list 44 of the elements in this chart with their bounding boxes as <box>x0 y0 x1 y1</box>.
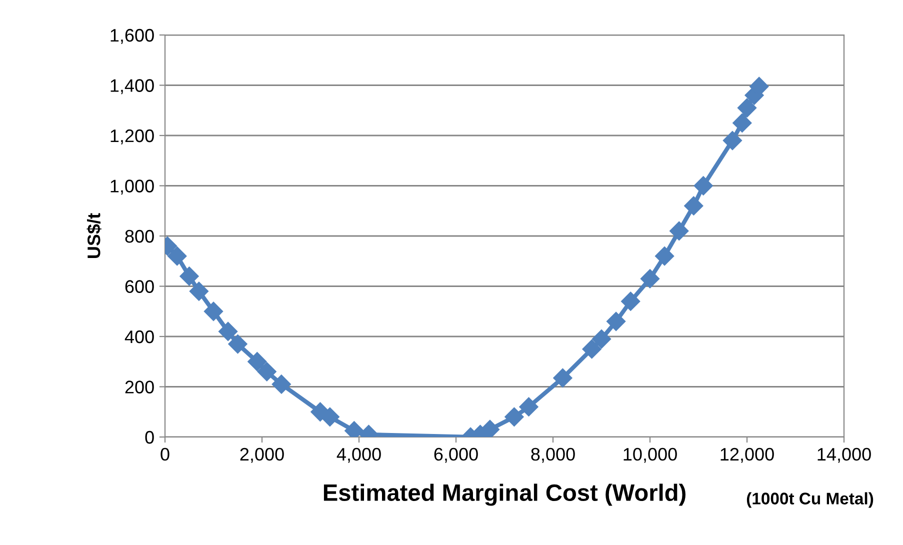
point <box>504 407 524 426</box>
point <box>272 374 291 394</box>
point <box>621 292 640 311</box>
point <box>684 196 704 216</box>
y-tick-label: 1,400 <box>110 79 154 94</box>
point <box>257 362 276 382</box>
point <box>248 352 267 372</box>
text: (1000t Cu Metal) <box>746 492 874 508</box>
y-tick-label: 400 <box>124 330 154 344</box>
point <box>553 368 572 388</box>
x-tick-label: 12,000 <box>720 448 774 463</box>
x-tick-label: 4,000 <box>336 448 381 463</box>
y-tick-label: 1,000 <box>110 180 154 195</box>
y-tick-label: 0 <box>145 430 154 444</box>
x-tick-label: 0 <box>160 448 170 461</box>
point <box>655 246 674 266</box>
point <box>168 246 187 266</box>
point <box>519 397 538 416</box>
y-tick-label: 1,200 <box>110 129 154 144</box>
y-tick-label: 200 <box>125 380 154 394</box>
point <box>732 113 752 132</box>
point <box>592 329 612 349</box>
point <box>722 130 742 150</box>
x-tick-label: 8,000 <box>531 448 575 463</box>
y-tick-label: 800 <box>125 230 154 243</box>
point <box>670 221 689 241</box>
x-tick-label: 10,000 <box>624 448 677 463</box>
x-tick-label: 2,000 <box>240 448 284 463</box>
y-tick-label: 600 <box>125 280 154 293</box>
point <box>204 302 224 321</box>
point <box>189 282 208 301</box>
x-axis-title: Estimated Marginal Cost (World) <box>324 484 686 506</box>
x-tick-label: 14,000 <box>818 448 871 463</box>
x-tick-label: 6,000 <box>434 448 478 463</box>
point <box>582 340 602 359</box>
point <box>228 334 248 354</box>
point <box>694 176 713 196</box>
y-tick-label: 1,600 <box>110 28 154 44</box>
point <box>606 312 626 331</box>
point <box>180 266 199 286</box>
point <box>640 269 660 288</box>
point <box>737 98 757 118</box>
point <box>218 322 238 342</box>
y-axis-title: US$/t <box>86 213 102 258</box>
